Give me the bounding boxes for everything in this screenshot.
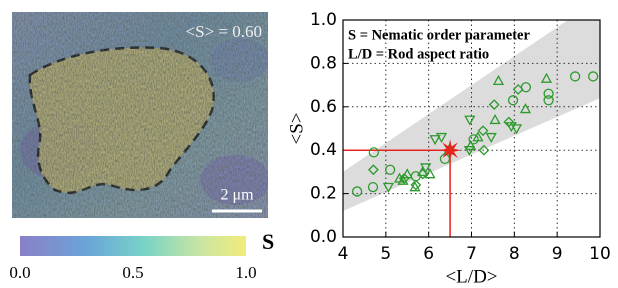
y-tick-label: 1.0 — [310, 10, 337, 30]
x-tick-label: 7 — [466, 244, 477, 264]
image-annotation: <S> = 0.60 — [186, 22, 262, 41]
x-axis-label: <L/D> — [445, 266, 497, 287]
y-tick-label: 0.0 — [310, 227, 337, 247]
x-tick-label: 6 — [423, 244, 434, 264]
chart-annotation: S = Nematic order parameter — [348, 27, 530, 43]
x-tick-label: 9 — [552, 244, 563, 264]
colorbar-tick-label: 0.5 — [122, 263, 143, 282]
y-tick-label: 0.8 — [310, 53, 337, 73]
x-tick-label: 4 — [338, 244, 349, 264]
colorbar-label: S — [262, 229, 274, 254]
highlight-point — [439, 139, 461, 161]
y-tick-label: 0.4 — [310, 140, 337, 160]
colorbar-tick-label: 1.0 — [235, 263, 256, 282]
y-tick-label: 0.2 — [310, 184, 337, 204]
scale-bar-label: 2 μm — [220, 187, 254, 204]
chart-annotation: L/D = Rod aspect ratio — [348, 46, 489, 62]
x-tick-label: 5 — [380, 244, 391, 264]
y-axis-label: <S> — [286, 113, 307, 145]
figure: <S> = 0.60 2 μm S 4 5 6 7 8 9 10 0.0 0.2 0.4 0.6 0.… — [0, 0, 618, 288]
y-tick-label: 0.6 — [310, 97, 337, 117]
colorbar-tick-label: 0.0 — [9, 263, 30, 282]
colorbar — [20, 236, 246, 256]
x-tick-label: 10 — [589, 244, 611, 264]
x-tick-label: 8 — [509, 244, 520, 264]
